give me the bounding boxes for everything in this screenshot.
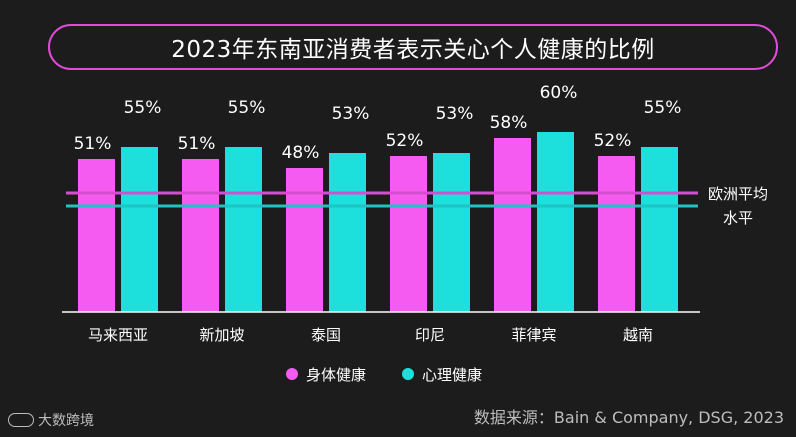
data-label: 55% bbox=[228, 98, 266, 118]
legend-marker bbox=[402, 368, 414, 380]
legend-label: 身体健康 bbox=[306, 366, 366, 384]
data-label: 53% bbox=[436, 104, 474, 124]
data-label: 51% bbox=[74, 134, 112, 154]
data-label: 48% bbox=[282, 143, 320, 163]
data-label: 58% bbox=[490, 113, 528, 133]
x-tick-label: 菲律宾 bbox=[511, 326, 556, 344]
legend-label: 心理健康 bbox=[422, 366, 482, 384]
x-tick-label: 泰国 bbox=[311, 326, 341, 344]
x-tick-label: 新加坡 bbox=[199, 326, 244, 344]
legend-marker bbox=[286, 368, 298, 380]
data-label: 52% bbox=[594, 131, 632, 151]
chart-title: 2023年东南亚消费者表示关心个人健康的比例 bbox=[171, 37, 655, 63]
title-box: 2023年东南亚消费者表示关心个人健康的比例 bbox=[48, 24, 778, 70]
bar-physical-0 bbox=[78, 159, 115, 312]
data-label: 52% bbox=[386, 131, 424, 151]
bar-mental-5 bbox=[641, 147, 678, 312]
logo-icon bbox=[8, 413, 34, 427]
bar-physical-1 bbox=[182, 159, 219, 312]
bar-mental-1 bbox=[225, 147, 262, 312]
data-label: 60% bbox=[540, 83, 578, 103]
bar-physical-5 bbox=[598, 156, 635, 312]
data-label: 55% bbox=[644, 98, 682, 118]
x-tick-label: 马来西亚 bbox=[88, 326, 148, 344]
x-tick-label: 印尼 bbox=[415, 326, 445, 344]
reference-line-label-2: 水平 bbox=[723, 209, 753, 227]
data-label: 55% bbox=[124, 98, 162, 118]
bar-physical-2 bbox=[286, 168, 323, 312]
data-label: 51% bbox=[178, 134, 216, 154]
brand-logo: 大数跨境 bbox=[8, 410, 94, 430]
x-tick-label: 越南 bbox=[623, 326, 653, 344]
bar-mental-3 bbox=[433, 153, 470, 312]
bar-physical-4 bbox=[494, 138, 531, 312]
bar-mental-0 bbox=[121, 147, 158, 312]
bar-physical-3 bbox=[390, 156, 427, 312]
bar-mental-4 bbox=[537, 132, 574, 312]
data-label: 53% bbox=[332, 104, 370, 124]
reference-line-label: 欧洲平均 bbox=[708, 185, 768, 203]
bar-mental-2 bbox=[329, 153, 366, 312]
logo-text: 大数跨境 bbox=[38, 413, 94, 429]
source-note: 数据来源：Bain & Company, DSG, 2023 bbox=[473, 408, 784, 427]
